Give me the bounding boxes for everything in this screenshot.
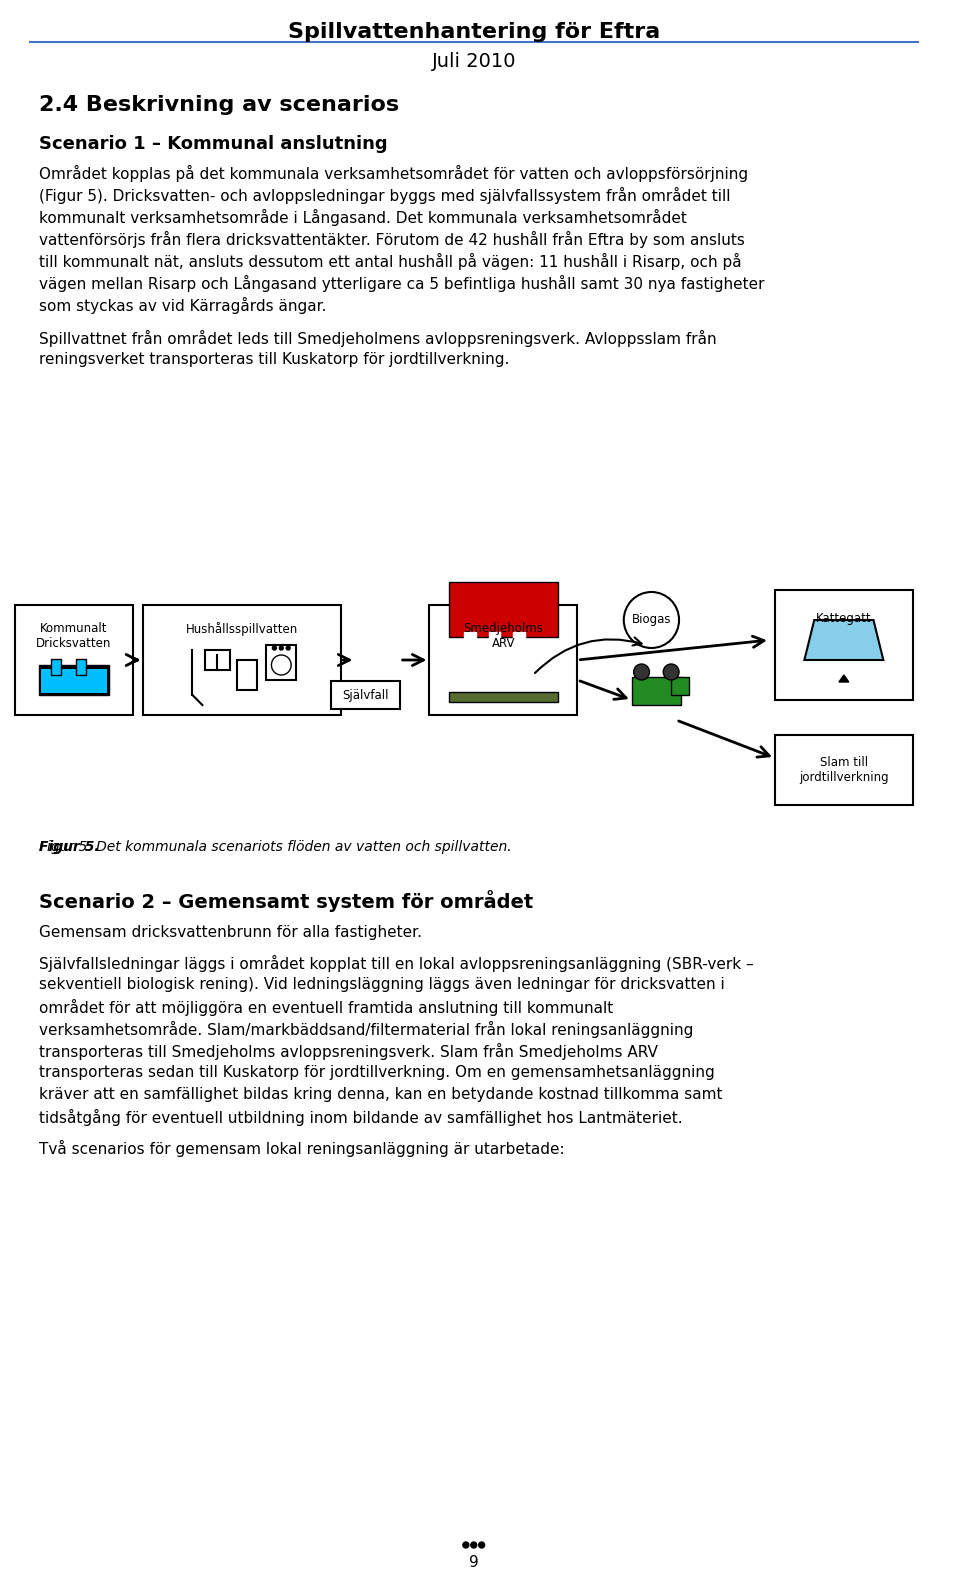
Bar <box>671 677 689 695</box>
Text: Spillvattnet från området leds till Smedjeholmens avloppsreningsverk. Avloppssla: Spillvattnet från området leds till Smed… <box>39 331 717 346</box>
Text: till kommunalt nät, ansluts dessutom ett antal hushåll på vägen: 11 hushåll i Ri: till kommunalt nät, ansluts dessutom ett… <box>39 254 742 269</box>
Bar <box>632 677 681 706</box>
Circle shape <box>463 1542 468 1548</box>
Bar <box>14 605 133 715</box>
Text: (Figur 5). Dricksvatten- och avloppsledningar byggs med självfallssystem från om: (Figur 5). Dricksvatten- och avloppsledn… <box>39 187 731 205</box>
Bar <box>39 665 108 695</box>
Text: Självfallsledningar läggs i området kopplat till en lokal avloppsreningsanläggni: Självfallsledningar läggs i området kopp… <box>39 954 755 972</box>
Circle shape <box>272 655 291 676</box>
Circle shape <box>624 592 679 647</box>
Bar <box>514 632 525 652</box>
Bar <box>775 591 913 699</box>
Text: Gemensam dricksvattenbrunn för alla fastigheter.: Gemensam dricksvattenbrunn för alla fast… <box>39 925 422 940</box>
Bar <box>267 646 296 680</box>
Circle shape <box>470 1542 477 1548</box>
Polygon shape <box>839 676 849 682</box>
Circle shape <box>286 646 290 650</box>
Text: Smedjeholms
ARV: Smedjeholms ARV <box>464 622 543 650</box>
Text: sekventiell biologisk rening). Vid ledningsläggning läggs även ledningar för dri: sekventiell biologisk rening). Vid ledni… <box>39 976 725 992</box>
Bar <box>775 736 913 805</box>
Circle shape <box>273 646 276 650</box>
Text: Scenario 1 – Kommunal anslutning: Scenario 1 – Kommunal anslutning <box>39 135 388 153</box>
Text: transporteras sedan till Kuskatorp för jordtillverkning. Om en gemensamhetsanläg: transporteras sedan till Kuskatorp för j… <box>39 1065 715 1080</box>
Circle shape <box>634 665 649 680</box>
Bar <box>41 669 107 693</box>
Text: 2.4 Beskrivning av scenarios: 2.4 Beskrivning av scenarios <box>39 94 399 115</box>
Text: området för att möjliggöra en eventuell framtida anslutning till kommunalt: området för att möjliggöra en eventuell … <box>39 999 613 1016</box>
Text: kräver att en samfällighet bildas kring denna, kan en betydande kostnad tillkomm: kräver att en samfällighet bildas kring … <box>39 1087 723 1102</box>
Text: reningsverket transporteras till Kuskatorp för jordtillverkning.: reningsverket transporteras till Kuskato… <box>39 351 510 367</box>
Text: vattenförsörjs från flera dricksvattentäkter. Förutom de 42 hushåll från Eftra b: vattenförsörjs från flera dricksvattentä… <box>39 232 745 247</box>
Bar <box>205 650 230 669</box>
Text: tidsåtgång för eventuell utbildning inom bildande av samfällighet hos Lantmäteri: tidsåtgång för eventuell utbildning inom… <box>39 1109 684 1126</box>
Text: som styckas av vid Kärragårds ängar.: som styckas av vid Kärragårds ängar. <box>39 298 327 313</box>
Text: Scenario 2 – Gemensamt system för området: Scenario 2 – Gemensamt system för område… <box>39 890 534 912</box>
Bar <box>449 583 558 636</box>
Text: Juli 2010: Juli 2010 <box>431 52 516 71</box>
Text: Spillvattenhantering för Eftra: Spillvattenhantering för Eftra <box>288 22 660 43</box>
Text: vägen mellan Risarp och Långasand ytterligare ca 5 befintliga hushåll samt 30 ny: vägen mellan Risarp och Långasand ytterl… <box>39 276 765 291</box>
Text: 9: 9 <box>468 1555 479 1570</box>
Text: Slam till
jordtillverkning: Slam till jordtillverkning <box>799 756 889 784</box>
Text: Självfall: Självfall <box>342 688 389 701</box>
Bar <box>51 658 61 676</box>
Text: Området kopplas på det kommunala verksamhetsområdet för vatten och avloppsförsör: Området kopplas på det kommunala verksam… <box>39 165 749 183</box>
Text: Biogas: Biogas <box>632 614 671 627</box>
Polygon shape <box>449 691 558 702</box>
Circle shape <box>663 665 679 680</box>
Bar <box>143 605 341 715</box>
Circle shape <box>479 1542 485 1548</box>
Text: Två scenarios för gemensam lokal reningsanläggning är utarbetade:: Två scenarios för gemensam lokal renings… <box>39 1140 565 1158</box>
Bar <box>489 632 500 652</box>
Bar <box>237 660 256 690</box>
Bar <box>76 658 85 676</box>
Text: Kommunalt
Dricksvatten: Kommunalt Dricksvatten <box>36 622 111 650</box>
Bar <box>429 605 577 715</box>
Text: kommunalt verksamhetsområde i Långasand. Det kommunala verksamhetsområdet: kommunalt verksamhetsområde i Långasand.… <box>39 209 687 227</box>
Text: verksamhetsområde. Slam/markbäddsand/filtermaterial från lokal reningsanläggning: verksamhetsområde. Slam/markbäddsand/fil… <box>39 1021 694 1038</box>
Circle shape <box>279 646 283 650</box>
Text: Figur 5.: Figur 5. <box>39 839 100 854</box>
Polygon shape <box>804 621 883 660</box>
Text: Hushållsspillvatten: Hushållsspillvatten <box>185 622 298 636</box>
Text: transporteras till Smedjeholms avloppsreningsverk. Slam från Smedjeholms ARV: transporteras till Smedjeholms avloppsre… <box>39 1043 659 1060</box>
Bar <box>464 632 476 652</box>
Text: Figur 5. Det kommunala scenariots flöden av vatten och spillvatten.: Figur 5. Det kommunala scenariots flöden… <box>39 839 512 854</box>
Text: Kattegatt: Kattegatt <box>816 613 872 625</box>
Bar <box>330 680 399 709</box>
